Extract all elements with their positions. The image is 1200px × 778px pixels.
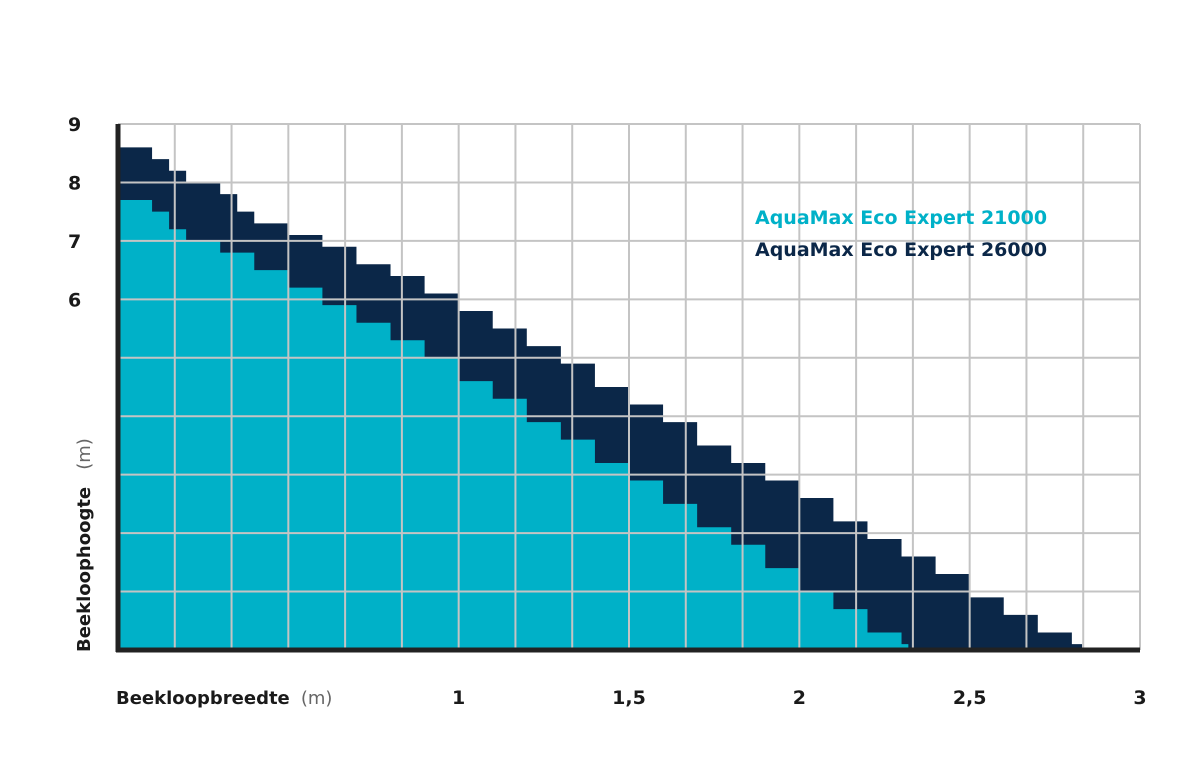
x-tick-labels: 1 1,5 2 2,5 3	[452, 687, 1147, 709]
axes	[115, 124, 1140, 653]
y-tick-label: 8	[68, 172, 81, 194]
x-axis-label: Beekloopbreedte	[116, 688, 290, 709]
x-tick-label: 3	[1133, 687, 1146, 709]
x-tick-label: 1	[452, 687, 465, 709]
legend-entry-eco-expert-26000: AquaMax Eco Expert 26000	[755, 239, 1047, 261]
x-tick-label: 2,5	[953, 687, 987, 709]
y-axis-title: Beekloophoogte (m)	[74, 438, 95, 652]
y-axis-label: Beekloophoogte	[74, 487, 95, 652]
grid	[118, 123, 1141, 650]
area-series-1	[118, 199, 909, 650]
y-tick-label: 9	[68, 114, 81, 136]
y-tick-label: 6	[68, 289, 81, 311]
y-tick-labels: 6 7 8 9	[68, 114, 81, 311]
y-axis-unit: (m)	[74, 438, 95, 470]
y-tick-label: 7	[68, 231, 81, 253]
x-tick-label: 1,5	[612, 687, 646, 709]
x-axis-title: Beekloopbreedte (m)	[116, 688, 332, 709]
x-tick-label: 2	[793, 687, 806, 709]
x-axis-unit: (m)	[301, 688, 333, 709]
plot-areas	[118, 147, 1083, 650]
legend-entry-eco-expert-21000: AquaMax Eco Expert 21000	[755, 207, 1047, 229]
